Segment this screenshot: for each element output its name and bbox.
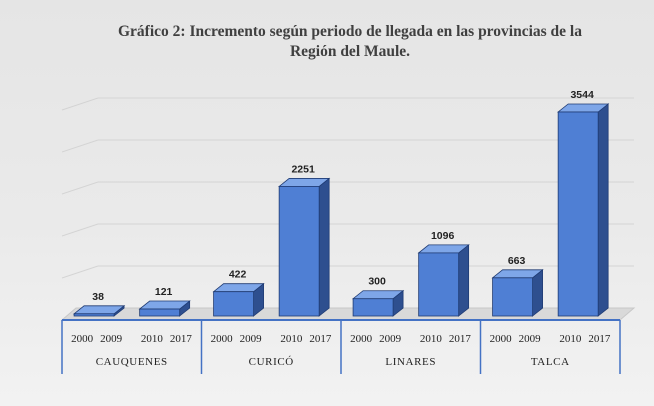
- bar: [417, 244, 470, 317]
- chart-title: Gráfico 2: Incremento según periodo de l…: [70, 22, 630, 62]
- data-label: 121: [155, 286, 173, 298]
- tick-label: 2009: [100, 333, 123, 345]
- tick-label: 2009: [519, 333, 542, 345]
- category-label: TALCA: [531, 356, 570, 368]
- tick-label: 2009: [379, 333, 402, 345]
- bar-front: [352, 298, 394, 317]
- x-axis: [61, 319, 621, 374]
- tick-label: 2000: [350, 333, 373, 345]
- bar: [72, 304, 126, 317]
- bar-side: [318, 177, 330, 317]
- category-label: CURICÓ: [249, 356, 294, 368]
- gridline: [61, 139, 99, 153]
- tick-label: 2010: [280, 333, 303, 345]
- bar-front: [557, 111, 599, 317]
- bar-side: [458, 244, 470, 317]
- data-label: 300: [368, 276, 386, 288]
- data-label: 2251: [291, 163, 315, 175]
- bar: [557, 103, 610, 317]
- tick-label: 2017: [449, 333, 472, 345]
- tick-label: 2010: [420, 333, 443, 345]
- tick-label: 2010: [141, 333, 164, 345]
- bar: [212, 282, 265, 317]
- tick-label: 2000: [211, 333, 234, 345]
- chart-title-line-1: Gráfico 2: Incremento según periodo de l…: [118, 23, 582, 40]
- tick-label: 2017: [170, 333, 193, 345]
- bar-front: [418, 252, 460, 317]
- tick-label: 2000: [71, 333, 94, 345]
- gridline: [61, 97, 99, 111]
- data-label: 663: [508, 255, 526, 267]
- bar-front: [278, 186, 320, 317]
- chart-title-line-2: Región del Maule.: [289, 43, 411, 60]
- category-label: LINARES: [385, 356, 436, 368]
- bar: [491, 269, 544, 317]
- gridlines: [61, 97, 634, 279]
- bar: [278, 177, 331, 317]
- data-label: 1096: [431, 230, 455, 242]
- gridline: [61, 181, 99, 195]
- tick-label: 2000: [490, 333, 513, 345]
- data-label: 422: [229, 269, 247, 281]
- bar: [138, 300, 191, 317]
- tick-label: 2017: [588, 333, 611, 345]
- data-label: 38: [92, 291, 104, 303]
- bar: [351, 289, 405, 317]
- data-label: 3544: [570, 89, 594, 101]
- bar-side: [597, 103, 609, 317]
- bar-front: [213, 291, 254, 317]
- tick-label: 2009: [240, 333, 263, 345]
- tick-label: 2017: [309, 333, 332, 345]
- bar-front: [139, 308, 181, 317]
- category-label: CAUQUENES: [96, 356, 168, 368]
- gridline: [61, 223, 99, 237]
- bar-front: [492, 277, 533, 317]
- gridline: [61, 265, 99, 279]
- bar-front: [73, 313, 115, 317]
- tick-label: 2010: [559, 333, 582, 345]
